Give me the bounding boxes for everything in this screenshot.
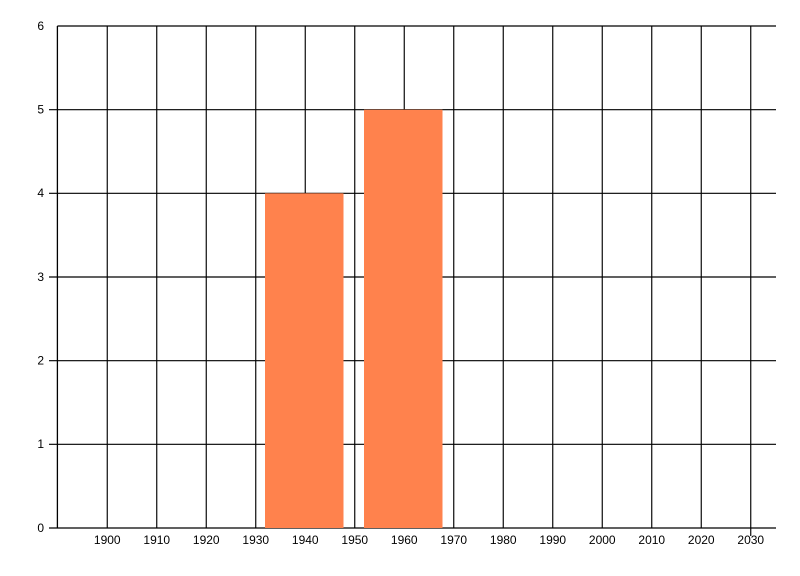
svg-text:1960: 1960 [391, 533, 418, 547]
svg-text:2010: 2010 [638, 533, 665, 547]
svg-text:3: 3 [37, 270, 44, 284]
svg-text:1: 1 [37, 437, 44, 451]
svg-text:1940: 1940 [292, 533, 319, 547]
svg-text:2000: 2000 [589, 533, 616, 547]
svg-text:1950: 1950 [341, 533, 368, 547]
svg-text:4: 4 [37, 186, 44, 200]
svg-text:0: 0 [37, 521, 44, 535]
svg-text:1910: 1910 [143, 533, 170, 547]
svg-text:6: 6 [37, 19, 44, 33]
svg-text:1900: 1900 [94, 533, 121, 547]
svg-text:1930: 1930 [242, 533, 269, 547]
svg-text:2030: 2030 [737, 533, 764, 547]
svg-text:2: 2 [37, 353, 44, 367]
svg-text:5: 5 [37, 102, 44, 116]
svg-text:1990: 1990 [539, 533, 566, 547]
svg-text:2020: 2020 [688, 533, 715, 547]
svg-text:1970: 1970 [440, 533, 467, 547]
svg-text:1920: 1920 [193, 533, 220, 547]
svg-text:1980: 1980 [490, 533, 517, 547]
